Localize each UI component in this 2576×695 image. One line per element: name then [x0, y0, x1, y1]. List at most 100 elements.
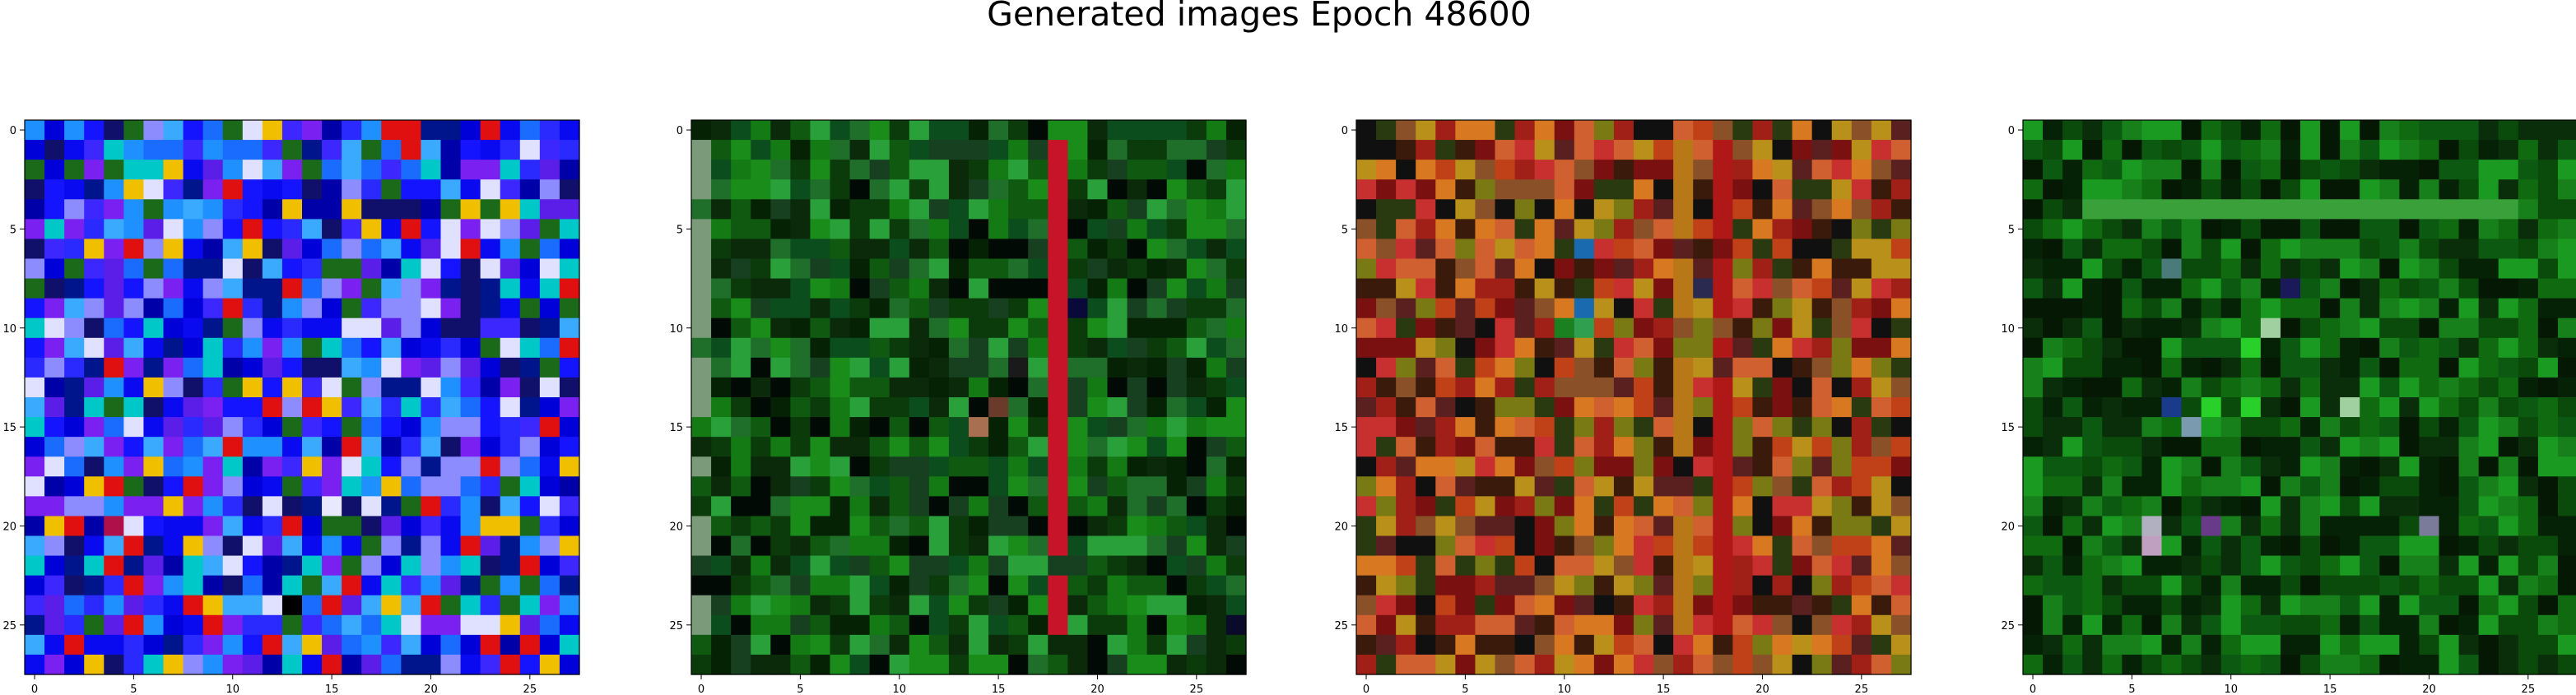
pixel-cell [2518, 555, 2539, 577]
pixel-cell [1127, 654, 1148, 675]
pixel-cell [1634, 258, 1654, 280]
pixel-cell [909, 298, 930, 319]
pixel-cell [64, 160, 85, 180]
pixel-cell [2340, 535, 2360, 557]
pixel-cell [2557, 219, 2576, 240]
pixel-cell [2023, 476, 2044, 497]
pixel-cell [1356, 476, 1377, 497]
pixel-cell [1673, 595, 1694, 616]
pixel-cell [1376, 160, 1397, 180]
pixel-cell [1851, 160, 1872, 180]
pixel-cell [969, 219, 989, 240]
pixel-cell [1067, 160, 1089, 180]
pixel-cell [1087, 278, 1109, 299]
pixel-cell [1376, 219, 1397, 240]
pixel-cell [2240, 535, 2262, 557]
pixel-cell [1693, 496, 1713, 517]
pixel-cell [361, 555, 382, 577]
pixel-cell [1693, 555, 1713, 577]
pixel-cell [401, 417, 422, 438]
pixel-cell [711, 160, 732, 180]
pixel-cell [2023, 595, 2044, 616]
pixel-cell [1752, 160, 1774, 180]
pixel-cell [1008, 239, 1029, 260]
pixel-cell [869, 278, 890, 299]
pixel-cell [1890, 199, 1912, 220]
pixel-cell [691, 278, 712, 299]
pixel-cell [1225, 219, 1247, 240]
pixel-cell [25, 654, 45, 675]
pixel-cell [222, 357, 244, 378]
pixel-cell [123, 357, 145, 378]
pixel-cell [2498, 337, 2519, 359]
pixel-cell [2082, 298, 2103, 319]
pixel-cell [2280, 160, 2301, 180]
pixel-cell [1514, 317, 1536, 339]
pixel-cell [1028, 417, 1049, 438]
pixel-cell [1166, 595, 1188, 616]
pixel-cell [322, 516, 342, 537]
pixel-cell [2340, 476, 2360, 497]
pixel-cell [1455, 654, 1476, 675]
pixel-cell [2240, 614, 2262, 636]
pixel-cell [84, 397, 105, 418]
pixel-cell [2557, 654, 2576, 675]
pixel-cell [1008, 298, 1029, 319]
pixel-cell [1376, 555, 1397, 577]
pixel-cell [2399, 535, 2420, 557]
pixel-cell [1435, 317, 1456, 339]
pixel-cell [1396, 258, 1416, 280]
pixel-cell [163, 239, 184, 260]
pixel-cell [1356, 278, 1377, 299]
pixel-cell [281, 496, 303, 517]
pixel-cell [1831, 298, 1853, 319]
pixel-cell [1653, 337, 1674, 359]
pixel-cell [2518, 595, 2539, 616]
pixel-cell [869, 476, 890, 497]
pixel-cell [1495, 496, 1516, 517]
pixel-cell [1186, 575, 1207, 596]
pixel-cell [1206, 397, 1227, 418]
pixel-cell [2419, 397, 2440, 418]
pixel-cell [1067, 377, 1089, 398]
pixel-cell [1396, 140, 1416, 160]
pixel-cell [460, 496, 481, 517]
pixel-cell [1890, 535, 1912, 557]
pixel-cell [480, 654, 501, 675]
pixel-cell [381, 179, 402, 200]
pixel-cell [1613, 634, 1634, 656]
pixel-cell [2300, 219, 2321, 240]
pixel-cell [969, 397, 989, 418]
pixel-cell [242, 397, 263, 418]
pixel-cell [2062, 219, 2083, 240]
pixel-cell [2478, 239, 2499, 260]
pixel-cell [1534, 516, 1555, 537]
pixel-cell [2537, 298, 2559, 319]
pixel-cell [1772, 456, 1793, 477]
pixel-cell [1087, 199, 1109, 220]
pixel-cell [104, 555, 124, 577]
pixel-cell [559, 654, 580, 675]
pixel-cell [731, 258, 751, 280]
pixel-cell [2062, 377, 2083, 398]
pixel-cell [2082, 160, 2103, 180]
pixel-cell [2043, 160, 2063, 180]
pixel-cell [281, 179, 303, 200]
pixel-cell [25, 595, 45, 616]
pixel-cell [2478, 496, 2499, 517]
pixel-cell [1534, 298, 1555, 319]
pixel-cell [539, 634, 560, 656]
pixel-cell [2280, 476, 2301, 497]
pixel-cell [2458, 614, 2480, 636]
pixel-cell [1673, 258, 1694, 280]
pixel-cell [1653, 160, 1674, 180]
pixel-cell [480, 417, 501, 438]
x-tick-label: 10 [226, 683, 239, 695]
pixel-cell [948, 278, 969, 299]
pixel-cell [322, 595, 342, 616]
pixel-cell [1811, 179, 1833, 200]
pixel-cell [2557, 397, 2576, 418]
pixel-cell [1534, 357, 1555, 378]
pixel-cell [1871, 634, 1892, 656]
pixel-cell [2220, 417, 2242, 438]
